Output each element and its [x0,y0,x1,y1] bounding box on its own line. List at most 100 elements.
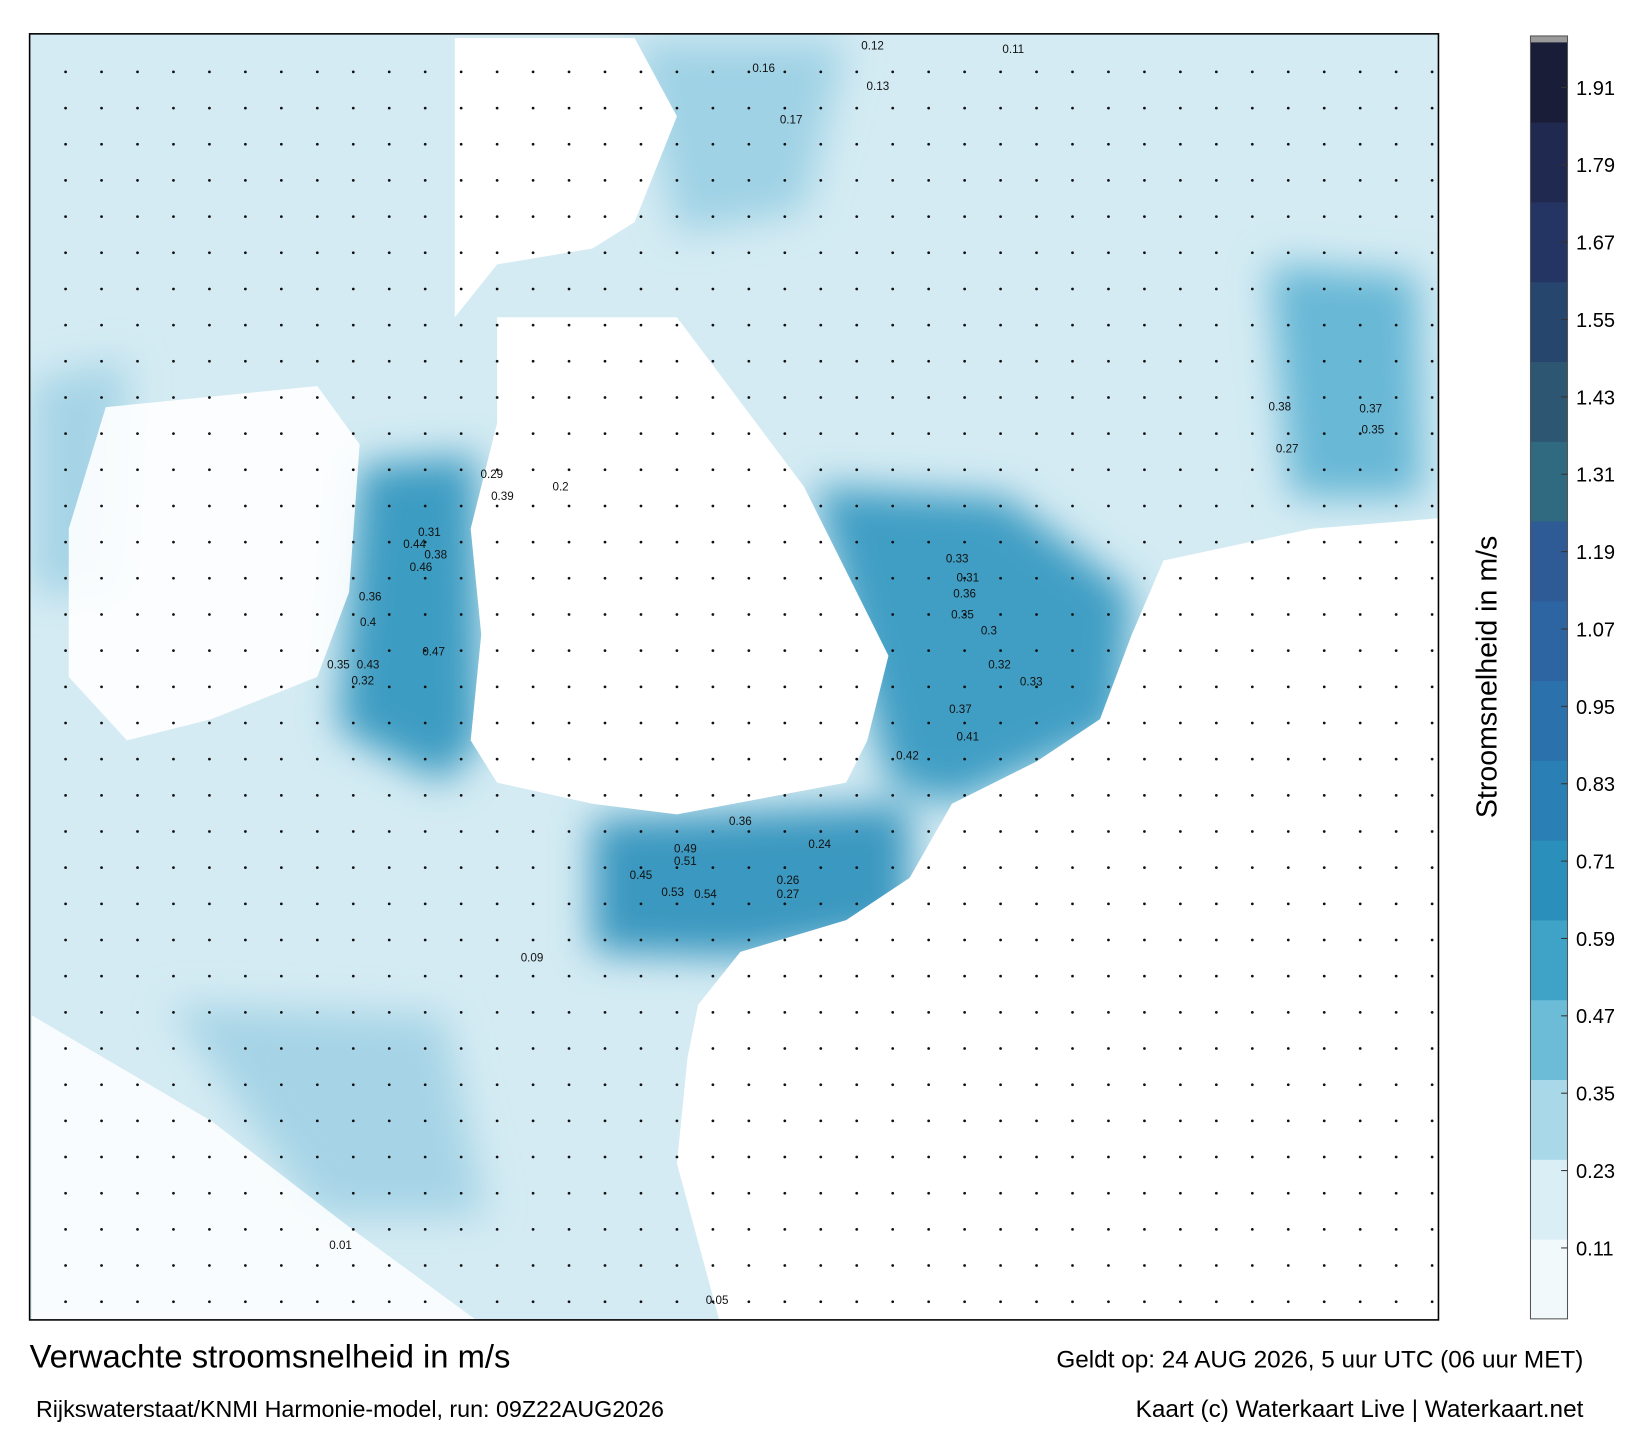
grid-dot [1358,1047,1362,1050]
grid-dot [1143,830,1146,833]
grid-dot [747,866,751,870]
grid-dot [675,649,679,653]
grid-dot [387,432,391,436]
grid-dot [747,396,751,399]
grid-dot [1394,540,1398,544]
grid-dot [136,1228,139,1231]
grid-dot [244,613,247,616]
grid-dot [1071,1155,1074,1159]
grid-dot [711,902,715,906]
grid-dot [531,1228,535,1231]
grid-dot [1358,649,1362,653]
grid-dot [639,70,643,74]
grid-dot [711,215,715,218]
grid-dot [1214,830,1218,833]
grid-dot [1322,902,1326,906]
grid-dot [1107,540,1110,544]
grid-dot [1394,1264,1398,1267]
grid-dot [567,1083,571,1087]
grid-dot [711,1228,715,1231]
colorbar-tick-label: 0.71 [1576,852,1615,874]
grid-dot [963,830,966,833]
grid-dot [459,142,463,146]
grid-dot [1430,1155,1434,1159]
grid-dot [1322,721,1326,725]
grid-dot [927,685,931,689]
grid-dot [855,974,859,978]
current-label: 0.35 [1362,424,1385,437]
grid-dot [675,721,679,725]
grid-dot [64,721,67,725]
current-label: 0.42 [896,749,919,762]
grid-dot [927,902,931,906]
grid-dot [387,70,391,74]
grid-dot [1214,359,1218,363]
grid-dot [1358,1119,1362,1123]
grid-dot [819,1119,823,1123]
grid-dot [891,359,895,363]
grid-dot [244,757,247,761]
grid-dot [927,1228,931,1231]
grid-dot [963,179,966,182]
grid-dot [1214,721,1218,725]
grid-dot [927,613,931,616]
grid-dot [208,504,211,508]
grid-dot [567,974,571,978]
grid-dot [711,938,715,942]
grid-dot [1358,613,1362,616]
grid-dot [315,866,319,870]
grid-dot [244,830,247,833]
grid-dot [927,432,931,436]
grid-dot [567,540,571,544]
grid-dot [1071,721,1074,725]
grid-dot [603,830,607,833]
grid-dot [999,468,1002,472]
grid-dot [963,1191,966,1195]
grid-dot [603,287,607,291]
grid-dot [927,1010,931,1014]
grid-dot [315,179,319,182]
grid-dot [567,468,571,472]
grid-dot [100,974,103,978]
grid-dot [1430,142,1434,146]
grid-dot [351,1228,355,1231]
grid-dot [711,106,715,110]
grid-dot [1179,251,1182,255]
grid-dot [244,1191,247,1195]
grid-dot [531,866,535,870]
grid-dot [1322,179,1326,182]
grid-dot [279,432,283,436]
grid-dot [603,685,607,689]
grid-dot [819,251,823,255]
grid-dot [64,359,67,363]
grid-dot [819,1264,823,1267]
grid-dot [963,1228,966,1231]
grid-dot [387,359,391,363]
grid-dot [100,1228,103,1231]
grid-dot [783,685,787,689]
grid-dot [1179,142,1182,146]
grid-dot [1430,1264,1434,1267]
grid-dot [351,938,355,942]
grid-dot [855,540,859,544]
grid-dot [1358,215,1362,218]
grid-dot [64,902,67,906]
grid-dot [639,432,643,436]
grid-dot [1179,1300,1182,1304]
grid-dot [891,974,895,978]
grid-dot [244,1047,247,1050]
grid-dot [855,938,859,942]
grid-dot [459,504,463,508]
grid-dot [1107,830,1110,833]
grid-dot [1394,251,1398,255]
current-label: 0.51 [674,855,697,868]
grid-dot [675,1300,679,1304]
grid-dot [315,793,319,797]
grid-dot [495,866,499,870]
grid-dot [639,974,643,978]
colorbar-band [1530,680,1568,761]
grid-dot [1250,432,1254,436]
grid-dot [459,396,463,399]
grid-dot [351,1264,355,1267]
grid-dot [783,649,787,653]
